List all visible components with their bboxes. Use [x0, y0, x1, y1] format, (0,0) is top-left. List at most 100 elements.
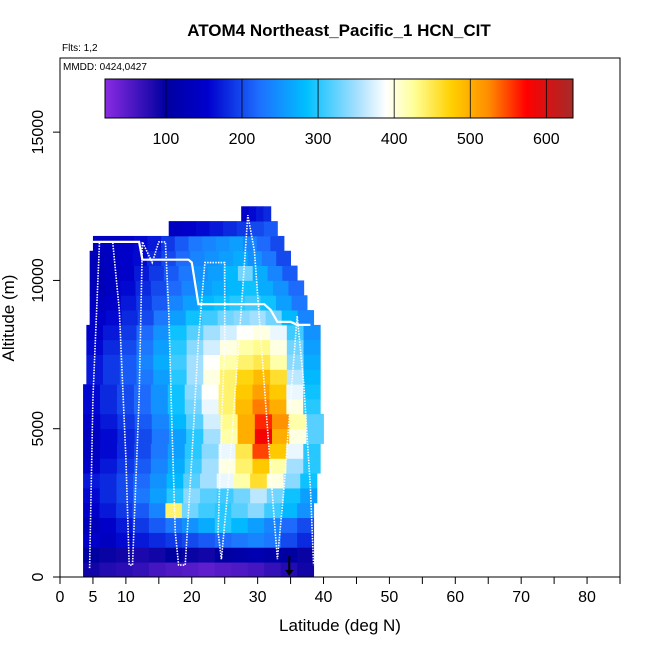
heatmap-cell	[119, 339, 137, 355]
heatmap-cell	[203, 324, 221, 341]
heatmap-cell	[181, 517, 199, 533]
heatmap-cell	[121, 310, 139, 326]
heatmap-cell	[264, 532, 282, 548]
heatmap-cell	[235, 384, 253, 400]
heatmap-cell	[183, 488, 201, 504]
heatmap-cell	[289, 413, 307, 430]
heatmap-cell	[236, 221, 251, 237]
heatmap-cell	[213, 295, 230, 311]
heatmap-cell	[269, 399, 287, 415]
heatmap-cell	[201, 310, 219, 326]
heatmap-cell	[132, 547, 150, 563]
heatmap-cell	[216, 488, 234, 504]
heatmap-cell	[169, 310, 187, 326]
heatmap-cell	[181, 547, 199, 563]
heatmap-cell	[233, 488, 251, 504]
x-tick-label: 20	[183, 589, 201, 606]
heatmap-cell	[99, 473, 117, 489]
heatmap-cell	[286, 369, 304, 385]
flights-label: Flts: 1,2	[62, 43, 98, 54]
heatmap-cell	[303, 458, 321, 474]
marker-arrow	[285, 570, 294, 576]
heatmap-cell	[236, 369, 254, 385]
colorbar: 100 200 300 400 500 600	[104, 78, 574, 148]
flight-track	[88, 215, 315, 569]
heatmap-cell	[118, 250, 134, 266]
heatmap-cell	[116, 473, 134, 489]
heatmap-cell	[276, 250, 291, 266]
heatmap-cell	[264, 547, 282, 563]
heatmap-cell	[253, 324, 271, 341]
x-tick-label: 5	[88, 589, 97, 606]
heatmap-cell	[223, 221, 238, 237]
chart-title: ATOM4 Northeast_Pacific_1 HCN_CIT	[187, 21, 491, 40]
heatmap-cell	[120, 295, 137, 311]
heatmap-cell	[217, 310, 235, 326]
heatmap-cell	[233, 250, 248, 266]
heatmap-cell	[201, 384, 219, 400]
heatmap-cell	[136, 295, 153, 311]
heatmap-cell	[117, 428, 135, 444]
heatmap-cell	[273, 280, 289, 296]
heatmap-cell	[203, 339, 221, 355]
heatmap-cell	[148, 562, 166, 577]
heatmap-cell	[198, 502, 216, 519]
colorbar-tick-label: 100	[153, 131, 180, 148]
heatmap-cell	[252, 399, 270, 415]
heatmap-cell	[297, 562, 315, 577]
heatmap-cell	[103, 324, 121, 341]
heatmap-cell	[161, 235, 176, 252]
heatmap-cell	[132, 250, 148, 266]
heatmap-cell	[149, 488, 167, 504]
heatmap-cell	[137, 310, 155, 326]
heatmap-cell	[250, 221, 265, 237]
heatmap-cell	[286, 339, 304, 355]
heatmap-cell	[200, 488, 218, 504]
heatmap-cell	[264, 517, 282, 533]
heatmap-cell	[184, 384, 203, 400]
heatmap-cell	[220, 413, 239, 430]
heatmap-cell	[148, 532, 166, 548]
heatmap-cell	[133, 399, 152, 415]
heatmap-cell	[104, 250, 119, 266]
heatmap-cell	[167, 399, 186, 415]
heatmap-cell	[168, 221, 183, 237]
heatmap-cell	[148, 265, 165, 281]
heatmap-cell	[119, 324, 137, 341]
heatmap-cell	[165, 532, 183, 548]
heatmap-cell	[303, 354, 321, 370]
heatmap-cell	[135, 280, 152, 296]
heatmap-cell	[250, 473, 268, 489]
heatmap-cell	[233, 310, 251, 326]
colorbar-gradient	[104, 78, 574, 119]
heatmap-cell	[153, 310, 171, 326]
heatmap-cell	[276, 295, 292, 311]
heatmap-cell	[270, 235, 285, 252]
y-tick-label: 0	[30, 572, 47, 581]
heatmap-cell	[252, 443, 270, 459]
heatmap-cell	[83, 384, 101, 400]
heatmap-cell	[235, 399, 253, 415]
heatmap-cell	[247, 547, 265, 563]
heatmap-cell	[270, 369, 288, 385]
heatmap-cell	[186, 413, 204, 430]
x-axis: 0 5 10 20 30 40 50 60 70 80	[56, 577, 621, 606]
heatmap-cell	[247, 502, 265, 519]
heatmap-cell	[231, 502, 249, 519]
heatmap-cell	[134, 428, 153, 444]
heatmap-cell	[236, 339, 254, 355]
heatmap-cell	[153, 339, 171, 355]
heatmap-cell	[83, 517, 100, 533]
heatmap-cell	[227, 280, 243, 296]
heatmap-cell	[136, 324, 154, 341]
y-axis: 0 5000 10000 15000	[30, 110, 60, 581]
heatmap-cell	[117, 413, 135, 430]
heatmap-cell	[218, 250, 234, 266]
heatmap-cell	[89, 280, 106, 296]
heatmap-cell	[231, 547, 249, 563]
heatmap-cell	[250, 488, 268, 504]
heatmap-cell	[254, 428, 273, 444]
heatmap-cell	[99, 488, 117, 504]
heatmap-cell	[116, 547, 133, 563]
heatmap-cell	[220, 428, 239, 444]
